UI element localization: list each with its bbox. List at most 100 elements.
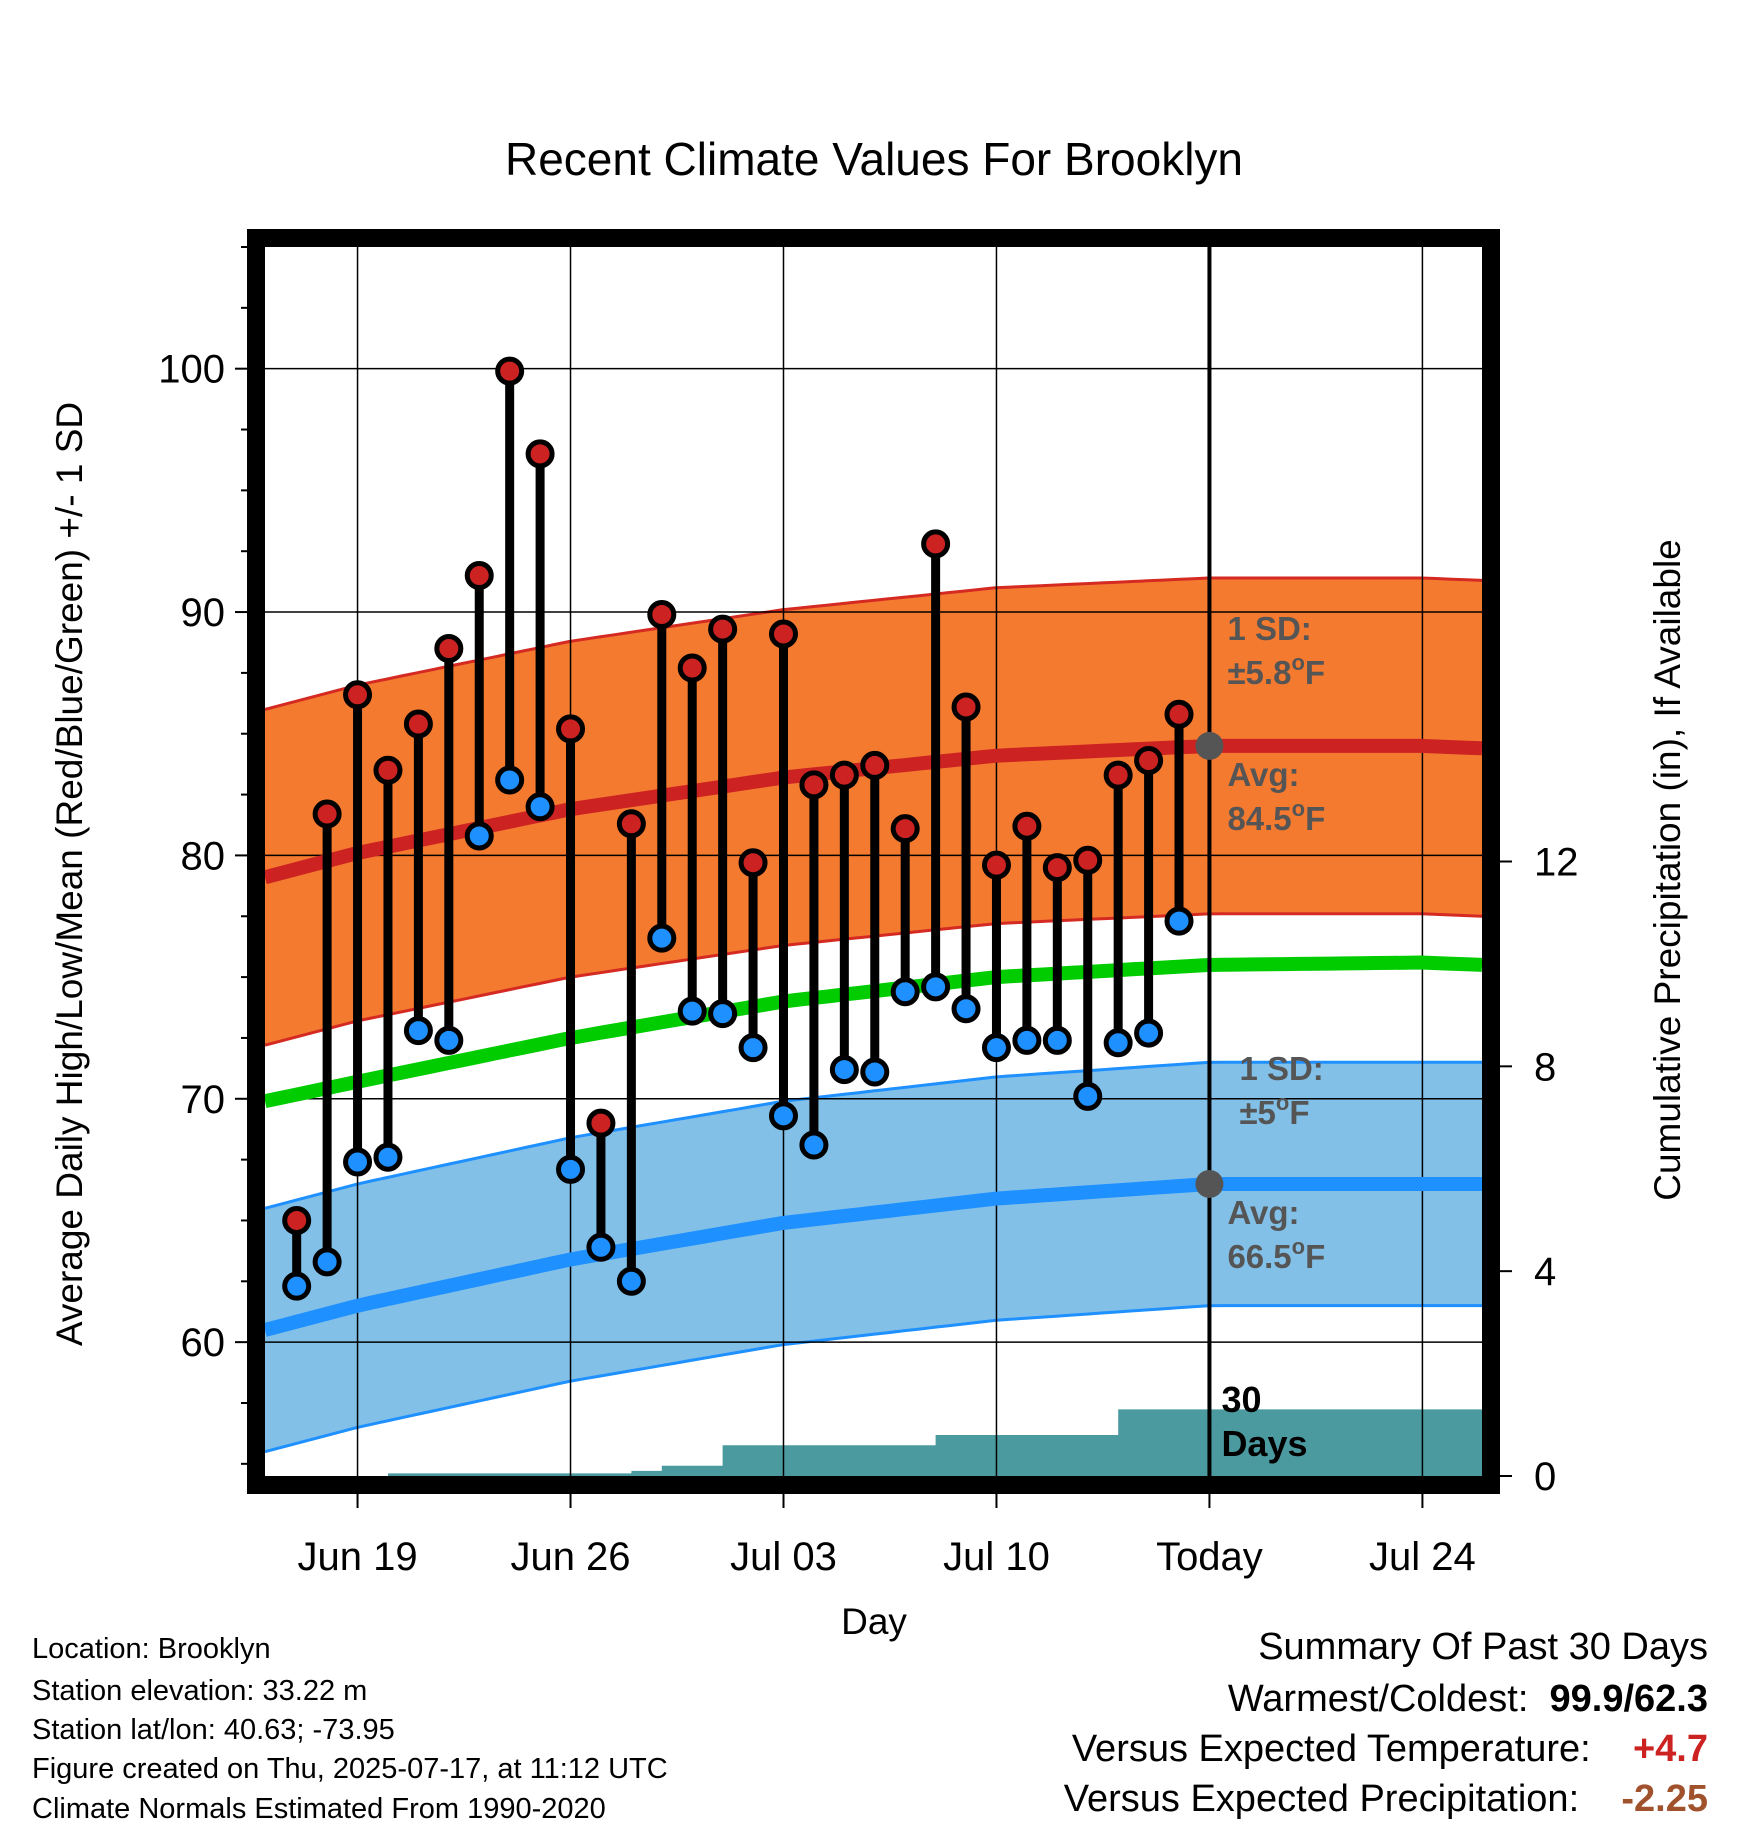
daily-low-point (464, 821, 494, 851)
summary-warm-cold-value: 99.9/62.3 (1549, 1678, 1708, 1720)
summary-precip-label: Versus Expected Precipitation: (1063, 1778, 1580, 1820)
daily-low-point (799, 1130, 829, 1160)
y-right-tick-label: 4 (1534, 1250, 1556, 1294)
daily-high-point (616, 809, 646, 839)
daily-high-point (282, 1205, 312, 1235)
today-low-avg-marker (1195, 1169, 1224, 1198)
daily-low-point (860, 1057, 890, 1087)
daily-low-point (1103, 1028, 1133, 1058)
daily-high-point (890, 814, 920, 844)
daily-low-point (951, 994, 981, 1024)
daily-high-point (677, 653, 707, 683)
footer-normals: Climate Normals Estimated From 1990-2020 (32, 1793, 606, 1825)
daily-high-point (921, 529, 951, 559)
daily-low-point (525, 792, 555, 822)
daily-low-point (738, 1033, 768, 1063)
daily-low-point (677, 996, 707, 1026)
daily-low-point (708, 999, 738, 1029)
x-tick-label: Jun 19 (297, 1535, 417, 1579)
summary-temp-label: Versus Expected Temperature: (1071, 1728, 1591, 1770)
daily-low-point (1134, 1018, 1164, 1048)
x-axis-title: Day (841, 1601, 907, 1642)
plot-frame (247, 229, 1500, 1494)
summary-temp-value: +4.7 (1632, 1728, 1708, 1770)
y-tick-label: 60 (181, 1321, 226, 1365)
x-tick-label: Today (1156, 1535, 1263, 1579)
daily-high-point (799, 770, 829, 800)
days-label-line1: 30 (1221, 1379, 1261, 1420)
daily-high-point (708, 614, 738, 644)
daily-low-point (556, 1154, 586, 1184)
summary-warm-cold-label: Warmest/Coldest: (1227, 1678, 1529, 1720)
daily-low-point (1042, 1025, 1072, 1055)
daily-low-point (282, 1271, 312, 1301)
daily-high-point (525, 439, 555, 469)
summary-warm-cold: Warmest/Coldest: 99.9/62.3 (1228, 1680, 1708, 1718)
y-axis-right-title: Cumulative Precipitation (in), If Availa… (1647, 539, 1688, 1201)
high-avg-value: 84.5oF (1227, 796, 1325, 837)
y-right-tick-label: 0 (1534, 1455, 1556, 1499)
daily-high-point (1164, 699, 1194, 729)
y-tick-label: 100 (158, 348, 225, 392)
summary-title: Summary Of Past 30 Days (1258, 1626, 1708, 1668)
daily-low-point (921, 972, 951, 1002)
daily-low-point (616, 1266, 646, 1296)
daily-high-point (556, 714, 586, 744)
daily-high-point (829, 760, 859, 790)
daily-high-point (860, 750, 890, 780)
daily-high-point (1012, 811, 1042, 841)
low-sd-label: 1 SD: (1239, 1050, 1323, 1087)
summary-precip-value: -2.25 (1621, 1778, 1708, 1820)
y-right-tick-label: 12 (1534, 841, 1579, 885)
daily-low-point (647, 923, 677, 953)
low-avg-label: Avg: (1227, 1194, 1299, 1231)
footer-elevation: Station elevation: 33.22 m (32, 1675, 368, 1707)
footer-latlon: Station lat/lon: 40.63; -73.95 (32, 1714, 395, 1746)
daily-low-point (890, 977, 920, 1007)
daily-low-point (768, 1101, 798, 1131)
footer-created: Figure created on Thu, 2025-07-17, at 11… (32, 1753, 668, 1785)
daily-low-point (1164, 906, 1194, 936)
low-avg-value: 66.5oF (1227, 1234, 1325, 1275)
daily-high-point (1042, 853, 1072, 883)
daily-low-point (1073, 1081, 1103, 1111)
daily-low-point (495, 765, 525, 795)
daily-high-point (586, 1108, 616, 1138)
chart-title: Recent Climate Values For Brooklyn (505, 133, 1243, 185)
high-sd-value: ±5.8oF (1227, 650, 1325, 691)
daily-high-point (1134, 746, 1164, 776)
summary-precip: Versus Expected Precipitation: -2.25 (1064, 1780, 1708, 1818)
daily-low-point (403, 1016, 433, 1046)
y-axis-title: Average Daily High/Low/Mean (Red/Blue/Gr… (49, 402, 90, 1346)
low-sd-upper-edge (265, 1060, 1482, 1210)
high-sd-upper-edge (265, 576, 1482, 711)
daily-high-point (495, 356, 525, 386)
low-avg-line (265, 1177, 1482, 1337)
daily-high-point (768, 619, 798, 649)
today-high-avg-marker (1195, 731, 1224, 760)
daily-high-point (1103, 760, 1133, 790)
high-avg-label: Avg: (1227, 756, 1299, 793)
daily-high-point (464, 561, 494, 591)
y-right-tick-label: 8 (1534, 1045, 1556, 1089)
daily-low-point (981, 1033, 1011, 1063)
daily-low-point (312, 1247, 342, 1277)
daily-low-point (1012, 1025, 1042, 1055)
summary-temp: Versus Expected Temperature: +4.7 (1072, 1730, 1708, 1768)
plot-content (265, 247, 1482, 1476)
daily-high-point (343, 680, 373, 710)
daily-low-point (829, 1055, 859, 1085)
y-tick-label: 90 (181, 591, 226, 635)
y-tick-label: 70 (181, 1078, 226, 1122)
daily-low-point (373, 1142, 403, 1172)
low-sd-lower-edge (265, 1304, 1482, 1454)
daily-high-point (981, 850, 1011, 880)
daily-high-point (738, 848, 768, 878)
daily-high-point (373, 755, 403, 785)
daily-low-point (343, 1147, 373, 1177)
daily-high-point (951, 692, 981, 722)
daily-high-point (434, 634, 464, 664)
low-sd-value: ±5oF (1239, 1090, 1309, 1131)
